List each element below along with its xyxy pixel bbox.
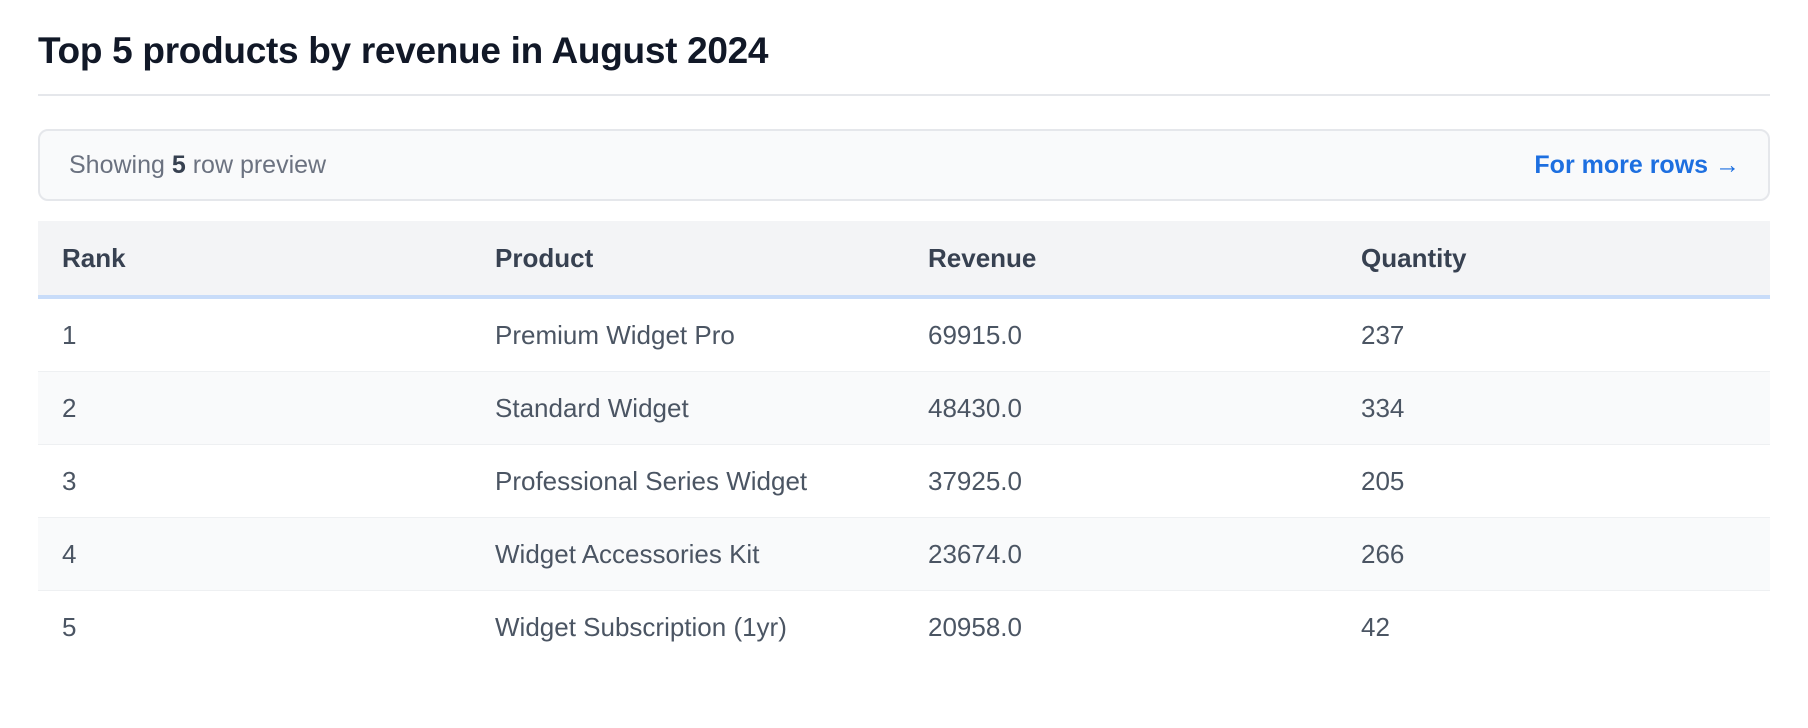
preview-row-count: 5 — [171, 150, 186, 179]
cell-rank: 2 — [38, 371, 471, 445]
preview-suffix: row preview — [192, 150, 327, 179]
cell-revenue: 23674.0 — [904, 517, 1337, 591]
table-row: 5 Widget Subscription (1yr) 20958.0 42 — [38, 591, 1770, 664]
table-row: 1 Premium Widget Pro 69915.0 237 — [38, 297, 1770, 372]
cell-quantity: 42 — [1361, 611, 1390, 642]
column-header-product: Product — [471, 221, 904, 299]
cell-revenue: 48430.0 — [904, 371, 1337, 445]
cell-product: Widget Subscription (1yr) — [495, 611, 787, 642]
cell-revenue: 69915.0 — [904, 297, 1337, 372]
column-header-quantity: Quantity — [1337, 221, 1770, 299]
results-table: Rank Product Revenue Quantity 1 Premium … — [38, 221, 1770, 663]
cell-quantity: 266 — [1337, 517, 1770, 591]
cell-rank: 3 — [38, 444, 471, 518]
table-body: 1 Premium Widget Pro 69915.0 237 2 Stand… — [38, 297, 1770, 663]
cell-quantity: 334 — [1337, 371, 1770, 445]
cell-product: Standard Widget — [471, 371, 904, 445]
page-title: Top 5 products by revenue in August 2024 — [38, 30, 769, 71]
cell-revenue: 37925.0 — [904, 444, 1337, 518]
column-header-revenue: Revenue — [904, 221, 1337, 299]
title-divider — [38, 94, 1770, 96]
preview-prefix: Showing — [69, 150, 165, 179]
cell-product: Professional Series Widget — [471, 444, 904, 518]
more-rows-link[interactable]: For more rows → — [1534, 150, 1740, 179]
table-row: 3 Professional Series Widget 37925.0 205 — [38, 444, 1770, 518]
table-row: 2 Standard Widget 48430.0 334 — [38, 371, 1770, 445]
cell-quantity: 205 — [1337, 444, 1770, 518]
cell-product: Premium Widget Pro — [471, 297, 904, 372]
cell-product: Widget Accessories Kit — [471, 517, 904, 591]
cell-rank: 5 — [62, 611, 77, 642]
page: Top 5 products by revenue in August 2024… — [38, 30, 1770, 663]
preview-text: Showing 5 row preview — [69, 151, 326, 180]
cell-rank: 4 — [38, 517, 471, 591]
cell-revenue: 20958.0 — [928, 611, 1022, 642]
cell-rank: 1 — [38, 297, 471, 372]
table-header: Rank Product Revenue Quantity — [38, 221, 1770, 299]
cell-quantity: 237 — [1337, 297, 1770, 372]
preview-bar: Showing 5 row preview For more rows → — [38, 129, 1770, 201]
column-header-rank: Rank — [38, 221, 471, 299]
table-row: 4 Widget Accessories Kit 23674.0 266 — [38, 517, 1770, 591]
header-row: Rank Product Revenue Quantity — [38, 221, 1770, 299]
